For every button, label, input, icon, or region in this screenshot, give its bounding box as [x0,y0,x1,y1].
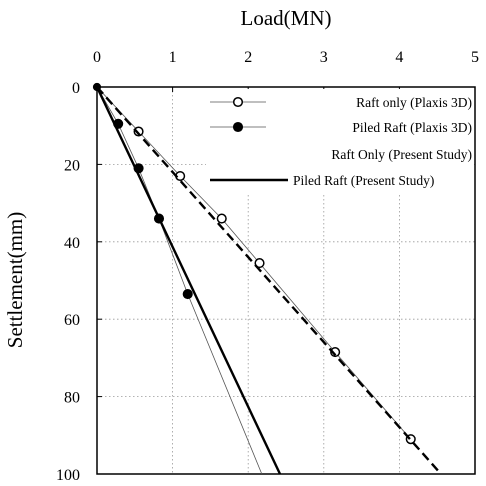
legend-label: Piled Raft (Plaxis 3D) [352,120,472,135]
data-point [216,213,227,224]
axis-ticks: 0 1 2 3 4 5 0 20 40 60 80 100 [56,49,479,484]
legend-label: Piled Raft (Present Study) [293,173,434,188]
y-tick-label: 60 [64,312,80,329]
x-tick-label: 5 [471,49,479,66]
series-1 [96,86,416,445]
x-tick-label: 3 [320,49,328,66]
legend-background [206,89,474,193]
legend-item: Raft Only (Present Study) [331,147,472,162]
x-axis-title: Load(MN) [241,6,332,30]
legend-item: Piled Raft (Present Study) [210,173,434,188]
data-point [182,288,193,300]
series-line [96,86,263,475]
legend-marker [232,121,244,133]
y-tick-label: 20 [64,157,80,174]
data-series [92,82,442,475]
legend-label: Raft only (Plaxis 3D) [356,95,472,110]
data-point [133,126,144,137]
legend-marker [232,96,244,108]
y-tick-label: 40 [64,235,80,252]
series-line [95,86,282,475]
legend-item: Raft only (Plaxis 3D) [210,95,472,110]
series-3 [96,86,442,475]
origin-point [92,82,102,92]
x-tick-label: 1 [169,49,177,66]
x-tick-label: 4 [395,49,403,66]
x-tick-label: 2 [244,49,252,66]
plot-area-frame [96,86,476,475]
data-point [254,258,265,269]
series-4 [95,86,282,475]
y-axis-title: Settlement(mm) [3,212,27,348]
series-line [96,86,442,475]
x-tick-label: 0 [93,49,101,66]
y-tick-label: 0 [72,80,80,97]
legend-item: Piled Raft (Plaxis 3D) [210,120,472,135]
y-tick-label: 100 [56,467,80,484]
legend: Raft only (Plaxis 3D) Piled Raft (Plaxis … [206,89,474,193]
legend-label: Raft Only (Present Study) [331,147,472,162]
y-tick-label: 80 [64,390,80,407]
